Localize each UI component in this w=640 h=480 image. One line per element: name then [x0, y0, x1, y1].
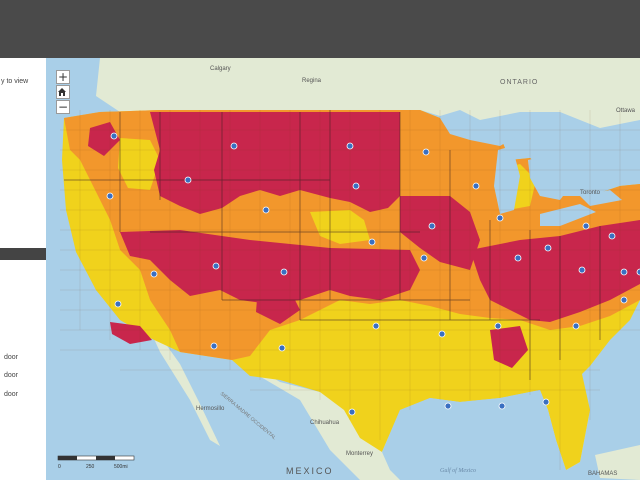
station-marker-icon[interactable]: [352, 182, 360, 190]
station-marker-icon[interactable]: [438, 330, 446, 338]
station-marker-icon[interactable]: [106, 192, 114, 200]
washington-red-patch: [88, 122, 120, 156]
ohio-valley-red-zone: [470, 220, 640, 322]
station-marker-icon[interactable]: [212, 262, 220, 270]
map-canvas[interactable]: Calgary Regina ONTARIO Ottawa Toronto ME…: [46, 58, 640, 480]
canada-land: [96, 58, 640, 128]
station-marker-icon[interactable]: [608, 232, 616, 240]
label-mexico: MEXICO: [286, 466, 334, 476]
station-marker-icon[interactable]: [150, 270, 158, 278]
california-yellow-zone: [66, 150, 160, 336]
label-ottawa: Ottawa: [616, 108, 636, 114]
label-regina: Regina: [302, 78, 322, 84]
zoom-out-button[interactable]: −: [56, 100, 70, 114]
scale-tick-0: 0: [58, 464, 61, 470]
station-marker-icon[interactable]: [498, 402, 506, 410]
central-red-zone: [120, 230, 420, 304]
midwest-red-zone: [400, 196, 480, 270]
panel-divider-bar: [0, 248, 48, 260]
arizona-red-patch: [256, 286, 300, 324]
station-marker-icon[interactable]: [544, 244, 552, 252]
station-marker-icon[interactable]: [114, 300, 122, 308]
station-marker-icon[interactable]: [496, 214, 504, 222]
lake-huron: [528, 152, 578, 200]
station-marker-icon[interactable]: [572, 322, 580, 330]
label-gulf-of-mexico: Gulf of Mexico: [440, 467, 476, 474]
northwest-yellow-patch: [118, 138, 160, 190]
label-toronto: Toronto: [580, 190, 601, 196]
northern-plains-red-zone: [150, 112, 400, 214]
legend-item-label-3: door: [4, 391, 19, 398]
station-marker-icon[interactable]: [110, 132, 118, 140]
station-marker-icon[interactable]: [368, 238, 376, 246]
lake-ontario: [580, 190, 622, 206]
station-marker-icon[interactable]: [262, 206, 270, 214]
scale-tick-250: 250: [86, 464, 95, 470]
southeast-red-patch: [490, 326, 528, 368]
baja-peninsula: [150, 330, 220, 446]
home-icon: [58, 88, 66, 96]
top-header-bar: [0, 0, 640, 58]
label-bahamas: BAHAMAS: [588, 471, 617, 477]
station-marker-icon[interactable]: [422, 148, 430, 156]
zoom-in-button[interactable]: +: [56, 70, 70, 84]
label-calgary: Calgary: [210, 66, 231, 72]
side-panel: y to view door door door: [0, 58, 48, 480]
lake-superior: [440, 118, 520, 146]
station-marker-icon[interactable]: [420, 254, 428, 262]
label-hermosillo: Hermosillo: [196, 406, 225, 412]
legend-item-label-1: door: [4, 354, 19, 361]
station-marker-icon[interactable]: [278, 344, 286, 352]
station-markers[interactable]: [106, 132, 640, 416]
station-marker-icon[interactable]: [184, 176, 192, 184]
label-chihuahua: Chihuahua: [310, 420, 340, 426]
state-borders: [64, 110, 601, 380]
station-marker-icon[interactable]: [372, 322, 380, 330]
scale-bar: 0 250 500mi: [57, 455, 135, 470]
station-marker-icon[interactable]: [542, 398, 550, 406]
station-marker-icon[interactable]: [620, 296, 628, 304]
station-marker-icon[interactable]: [210, 342, 218, 350]
station-marker-icon[interactable]: [428, 222, 436, 230]
station-marker-icon[interactable]: [348, 408, 356, 416]
station-marker-icon[interactable]: [494, 322, 502, 330]
southern-california-red-patch: [110, 322, 152, 344]
station-marker-icon[interactable]: [514, 254, 522, 262]
plains-yellow-patch: [310, 210, 370, 244]
station-marker-icon[interactable]: [636, 268, 640, 276]
gulf-of-mexico: [382, 390, 566, 480]
station-marker-icon[interactable]: [582, 222, 590, 230]
side-panel-intro-text: y to view: [1, 78, 29, 85]
home-button[interactable]: [56, 85, 70, 99]
legend-item-label-2: door: [4, 372, 19, 379]
station-marker-icon[interactable]: [472, 182, 480, 190]
station-marker-icon[interactable]: [280, 268, 288, 276]
station-marker-icon[interactable]: [346, 142, 354, 150]
lake-erie: [540, 204, 596, 226]
scale-tick-500: 500mi: [114, 464, 128, 470]
bahamas-land: [595, 445, 640, 480]
station-marker-icon[interactable]: [230, 142, 238, 150]
lake-michigan: [494, 146, 520, 214]
station-marker-icon[interactable]: [444, 402, 452, 410]
station-marker-icon[interactable]: [620, 268, 628, 276]
station-marker-icon[interactable]: [578, 266, 586, 274]
label-ontario: ONTARIO: [500, 79, 538, 86]
label-monterrey: Monterrey: [346, 451, 373, 457]
map-view[interactable]: Calgary Regina ONTARIO Ottawa Toronto ME…: [46, 58, 640, 480]
